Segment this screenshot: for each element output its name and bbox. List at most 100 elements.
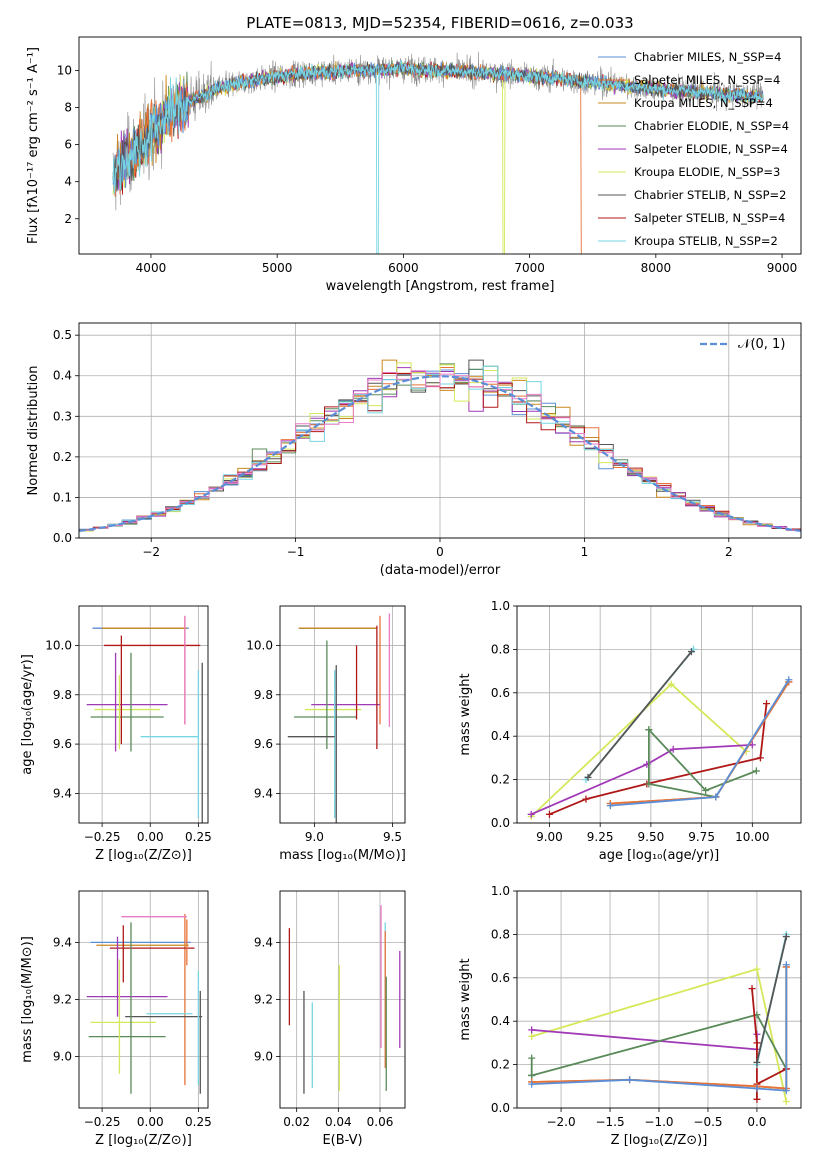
axes-spectrum: 4000 5000 6000 7000 8000 9000 2 4 6 8 10 wavelength… bbox=[26, 36, 802, 294]
plus-marker bbox=[752, 767, 760, 775]
x-tick-label: 9.0 bbox=[305, 830, 324, 844]
y-tick-label: 9.2 bbox=[254, 993, 273, 1007]
plus-marker bbox=[687, 648, 695, 656]
y-tick-label: 0.2 bbox=[491, 1058, 510, 1072]
plus-marker bbox=[702, 786, 710, 794]
plus-marker bbox=[528, 1032, 536, 1040]
figure-title: PLATE=0813, MJD=52354, FIBERID=0616, z=0… bbox=[246, 14, 633, 32]
legend-label: Chabrier STELIB, N_SSP=2 bbox=[634, 188, 786, 202]
y-tick-label: 9.6 bbox=[53, 737, 72, 751]
axes-frame bbox=[279, 890, 406, 1109]
plus-marker bbox=[528, 1054, 536, 1062]
x-tick-label: 9.50 bbox=[638, 830, 665, 844]
y-tick-label: 9.2 bbox=[53, 993, 72, 1007]
legend-label: Kroupa ELODIE, N_SSP=3 bbox=[634, 165, 780, 179]
axes-massweight_vs_age: 9.00 9.25 9.50 9.75 10.00 0.0 0.2 0.4 0.6 0.8 1.0 a… bbox=[458, 599, 802, 863]
y-tick-label: 10 bbox=[57, 63, 72, 77]
x-axis-label: Z [log₁₀(Z/Z⊙)] bbox=[95, 848, 192, 863]
axis-mass_vs_Z: −0.25 0.00 0.25 9.0 9.2 9.4 Z [log₁₀(Z/Z⊙)] mas… bbox=[20, 935, 212, 1148]
plus-marker bbox=[782, 1097, 790, 1105]
legend-label: Salpeter ELODIE, N_SSP=4 bbox=[634, 142, 788, 156]
legend-label: Salpeter STELIB, N_SSP=4 bbox=[634, 211, 785, 225]
plus-marker bbox=[748, 741, 756, 749]
x-axis-label: (data-model)/error bbox=[380, 563, 501, 578]
y-tick-label: 8 bbox=[64, 100, 72, 114]
y-tick-label: 9.8 bbox=[254, 688, 273, 702]
x-tick-label: 9.00 bbox=[536, 830, 563, 844]
plot-area-massweight_vs_age bbox=[527, 645, 793, 820]
x-tick-label: 6000 bbox=[388, 261, 419, 275]
y-tick-label: 0.8 bbox=[491, 642, 510, 656]
plus-marker bbox=[753, 965, 761, 973]
x-tick-label: 0.06 bbox=[367, 1115, 394, 1129]
axes-massweight_vs_Z: −2.0 −1.5 −1.0 −0.5 0.0 0.0 0.2 0.4 0.6 0.8 1.0 Z [… bbox=[458, 884, 802, 1148]
x-tick-label: 9000 bbox=[767, 261, 798, 275]
y-tick-label: 0.8 bbox=[491, 927, 510, 941]
plus-marker bbox=[645, 726, 653, 734]
y-tick-label: 9.0 bbox=[53, 1050, 72, 1064]
y-axis-label: mass weight bbox=[458, 958, 473, 1040]
plot-area-age_vs_mass bbox=[287, 613, 391, 823]
x-tick-label: 5000 bbox=[262, 261, 293, 275]
x-tick-label: 9.75 bbox=[688, 830, 715, 844]
x-tick-label: −1.5 bbox=[595, 1115, 624, 1129]
y-tick-label: 9.4 bbox=[53, 935, 72, 949]
y-tick-label: 1.0 bbox=[491, 884, 510, 898]
x-tick-label: 9.5 bbox=[383, 830, 402, 844]
mass-weight-line bbox=[530, 744, 753, 816]
y-tick-label: 10.0 bbox=[246, 638, 273, 652]
gaussian-curve bbox=[79, 375, 801, 532]
y-tick-label: 0.6 bbox=[491, 686, 510, 700]
x-axis-label: wavelength [Angstrom, rest frame] bbox=[326, 279, 555, 294]
y-tick-label: 0.0 bbox=[491, 816, 510, 830]
y-axis-label: Normed distribution bbox=[26, 366, 41, 496]
x-tick-label: 9.25 bbox=[587, 830, 614, 844]
x-tick-label: 4000 bbox=[136, 261, 167, 275]
model-line-kroupa-stelib bbox=[112, 60, 764, 254]
plus-marker bbox=[669, 745, 677, 753]
x-tick-label: 0.25 bbox=[185, 1115, 212, 1129]
plus-marker bbox=[748, 985, 756, 993]
plus-marker bbox=[527, 810, 535, 818]
y-tick-label: 9.6 bbox=[254, 737, 273, 751]
axes-age_vs_Z: −0.25 0.00 0.25 9.4 9.6 9.8 10.0 Z [log₁₀(Z/Z⊙)… bbox=[20, 605, 212, 863]
y-tick-label: 0.4 bbox=[491, 729, 510, 743]
axes-frame bbox=[78, 890, 209, 1109]
x-axis-label: Z [log₁₀(Z/Z⊙)] bbox=[611, 1133, 708, 1148]
plot-area-age_vs_Z bbox=[86, 615, 203, 823]
legend-label: Kroupa STELIB, N_SSP=2 bbox=[634, 234, 778, 248]
axes-ebv: 0.02 0.04 0.06 9.0 9.2 9.4 E(B-V) bbox=[254, 890, 406, 1148]
x-tick-label: −2 bbox=[142, 545, 160, 559]
x-tick-label: −0.25 bbox=[84, 1115, 121, 1129]
y-tick-label: 2 bbox=[64, 212, 72, 226]
plot-area-spectrum bbox=[112, 51, 764, 254]
y-tick-label: 0.3 bbox=[53, 409, 72, 423]
mass-weight-line bbox=[751, 988, 758, 1100]
plus-marker bbox=[626, 1076, 634, 1084]
legend-label: 𝒩(0, 1) bbox=[738, 337, 785, 352]
y-tick-label: 0.1 bbox=[53, 490, 72, 504]
x-axis-label: age [log₁₀(age/yr)] bbox=[599, 848, 720, 863]
axis-residuals: −2 −1 0 1 2 0.0 0.1 0.2 0.3 0.4 0.5 (data-model)/er… bbox=[26, 328, 733, 578]
y-axis-label: age [log₁₀(age/yr)] bbox=[20, 654, 35, 775]
x-tick-label: 0.04 bbox=[325, 1115, 352, 1129]
plus-marker bbox=[756, 754, 764, 762]
axis-spectrum: 4000 5000 6000 7000 8000 9000 2 4 6 8 10 wavelength… bbox=[26, 47, 797, 294]
y-tick-label: 0.0 bbox=[53, 531, 72, 545]
plus-marker bbox=[545, 810, 553, 818]
x-tick-label: −2.0 bbox=[546, 1115, 575, 1129]
y-tick-label: 9.4 bbox=[254, 786, 273, 800]
x-tick-label: 10.00 bbox=[735, 830, 769, 844]
legend-label: Chabrier ELODIE, N_SSP=4 bbox=[634, 119, 789, 133]
plot-area-residuals bbox=[79, 359, 801, 532]
histogram-step-extra_pink bbox=[79, 370, 801, 531]
axes-frame bbox=[516, 605, 802, 824]
mass-weight-line bbox=[756, 1068, 787, 1085]
plus-marker bbox=[582, 795, 590, 803]
spectrum-legend: Chabrier MILES, N_SSP=4 Salpeter MILES, N… bbox=[598, 50, 789, 248]
axes-frame bbox=[516, 890, 802, 1109]
axis-ebv: 0.02 0.04 0.06 9.0 9.2 9.4 E(B-V) bbox=[254, 935, 393, 1148]
y-tick-label: 9.4 bbox=[53, 786, 72, 800]
mass-weight-line bbox=[587, 651, 693, 778]
axes-frame bbox=[78, 36, 802, 255]
